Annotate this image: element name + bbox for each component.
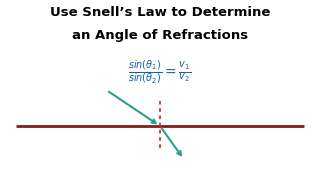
Text: Use Snell’s Law to Determine: Use Snell’s Law to Determine — [50, 6, 270, 19]
Text: an Angle of Refractions: an Angle of Refractions — [72, 30, 248, 42]
Text: $\frac{sin(\theta_1)}{sin(\theta_2)} = \frac{v_1}{v_2}$: $\frac{sin(\theta_1)}{sin(\theta_2)} = \… — [128, 58, 192, 86]
